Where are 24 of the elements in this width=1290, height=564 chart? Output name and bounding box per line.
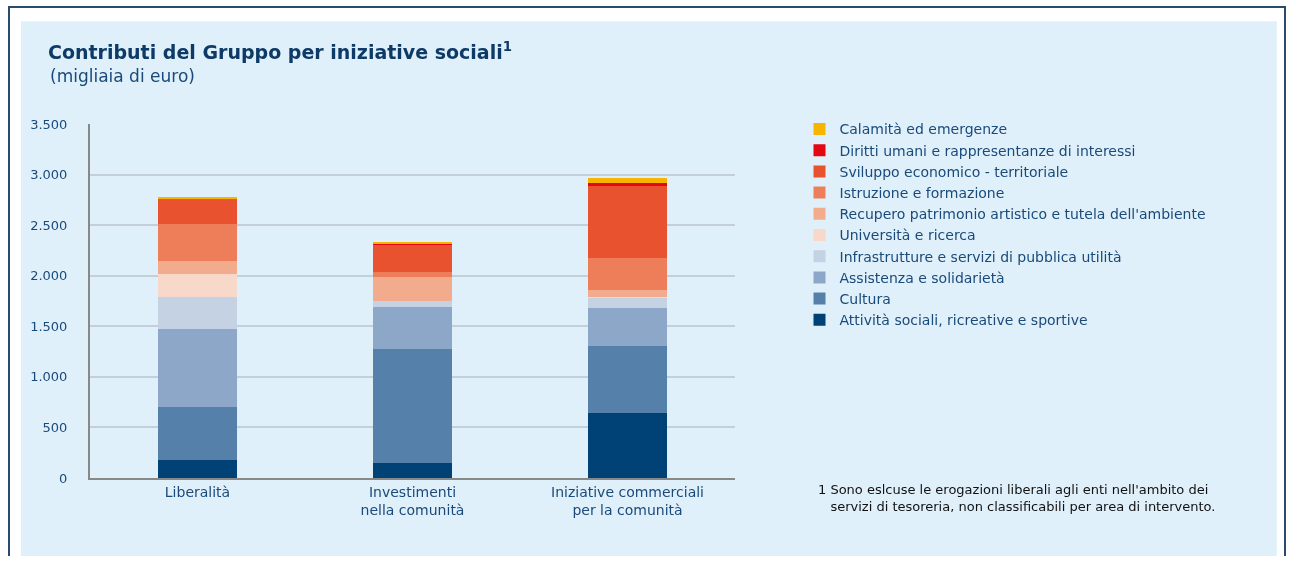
y-tick-label: 1.500 — [30, 318, 68, 334]
legend-label: Assistenza e solidarietà — [839, 269, 1005, 286]
y-tick-label: 0 — [59, 470, 68, 486]
legend-label: Sviluppo economico - territoriale — [839, 163, 1069, 180]
x-tick-label: Liberalità — [164, 483, 231, 500]
legend-label: Calamità ed emergenze — [839, 121, 1008, 138]
y-tick-label: 1.000 — [30, 369, 68, 385]
y-tick-label: 3.000 — [30, 167, 68, 183]
y-tick-label: 2.500 — [30, 217, 68, 233]
y-tick-label: 2.000 — [30, 268, 68, 284]
x-tick-label: Iniziative commerciali per la comunità — [551, 483, 704, 518]
legend-label: Diritti umani e rappresentanze di interessi — [839, 142, 1136, 159]
legend-label: Attività sociali, ricreative e sportive — [839, 312, 1088, 329]
y-tick-label: 500 — [42, 419, 68, 435]
y-tick-label: 3.500 — [30, 116, 68, 132]
chart-subtitle: (migliaia di euro) — [50, 66, 195, 86]
legend-label: Recupero patrimonio artistico e tutela dell'ambiente — [839, 206, 1206, 223]
text: 1 Sono eslcuse le erogazioni liberali agli enti nell'ambito dei servizi di tesoreria, non classificabili per area di intervento. — [818, 482, 1216, 514]
legend-label: Università e ricerca — [839, 227, 976, 244]
legend-label: Cultura — [839, 291, 891, 308]
x-tick-label: Investimenti nella comunità — [360, 483, 465, 518]
legend-label: Istruzione e formazione — [839, 185, 1005, 202]
chart-title: Contributi del Gruppo per iniziative sociali$^{1}$ — [48, 38, 512, 63]
legend-label: Infrastrutture e servizi di pubblica utilità — [839, 248, 1122, 265]
